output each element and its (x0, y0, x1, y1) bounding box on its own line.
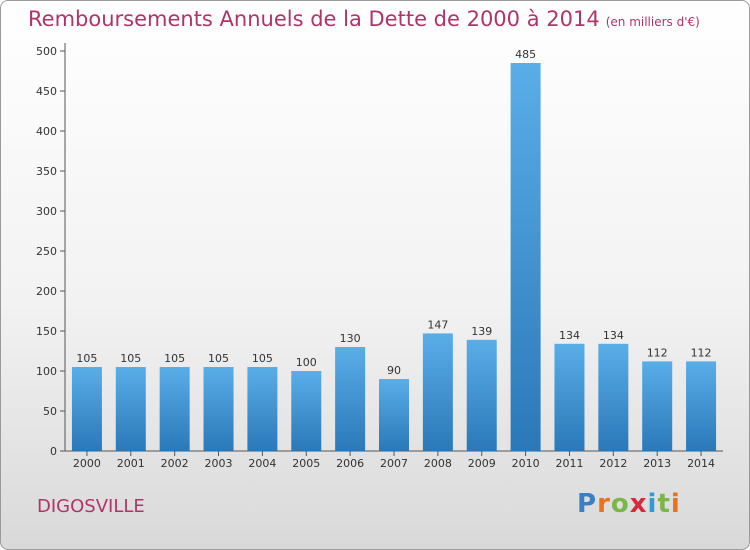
logo-letter: x (629, 489, 648, 519)
x-tick-label: 2009 (468, 457, 496, 470)
x-tick-label: 2010 (512, 457, 540, 470)
bar (379, 379, 409, 451)
bar (554, 343, 585, 451)
commune-name: DIGOSVILLE (37, 496, 145, 517)
x-tick-label: 2004 (248, 457, 276, 470)
data-label: 139 (471, 325, 492, 338)
data-label: 105 (120, 352, 141, 365)
y-tick-label: 350 (36, 165, 57, 178)
data-label: 105 (76, 352, 97, 365)
bar (291, 371, 322, 451)
y-tick-label: 500 (36, 45, 57, 58)
bar (71, 367, 102, 451)
y-tick-label: 0 (50, 445, 57, 458)
bar (686, 361, 717, 451)
y-tick-label: 150 (36, 325, 57, 338)
x-tick-label: 2011 (555, 457, 583, 470)
chart-title: Remboursements Annuels de la Dette de 20… (28, 7, 700, 31)
bar (335, 347, 366, 451)
data-label: 147 (427, 318, 448, 331)
x-tick-label: 2000 (73, 457, 101, 470)
x-tick-label: 2008 (424, 457, 452, 470)
data-label: 90 (387, 364, 401, 377)
data-label: 105 (252, 352, 273, 365)
data-label: 100 (296, 356, 317, 369)
logo-letter: i (647, 489, 658, 519)
x-tick-label: 2014 (687, 457, 715, 470)
bar (247, 367, 278, 451)
data-label: 105 (208, 352, 229, 365)
logo-letter: P (577, 489, 598, 519)
y-tick-label: 300 (36, 205, 57, 218)
proxiti-logo: Proxiti (577, 489, 681, 519)
x-tick-label: 2001 (117, 457, 145, 470)
y-tick-label: 400 (36, 125, 57, 138)
x-tick-label: 2006 (336, 457, 364, 470)
bar (642, 361, 673, 451)
x-tick-label: 2002 (161, 457, 189, 470)
data-label: 134 (603, 329, 624, 342)
data-label: 130 (340, 332, 361, 345)
x-tick-label: 2013 (643, 457, 671, 470)
data-label: 134 (559, 329, 580, 342)
bar (510, 63, 541, 451)
y-tick-label: 250 (36, 245, 57, 258)
y-tick-label: 50 (43, 405, 57, 418)
data-label: 112 (691, 346, 712, 359)
bar (466, 339, 497, 451)
bar (203, 367, 234, 451)
x-tick-label: 2003 (205, 457, 233, 470)
x-tick-label: 2007 (380, 457, 408, 470)
bar (159, 367, 190, 451)
bar (422, 333, 453, 451)
logo-letter: i (670, 489, 681, 519)
logo-letter: o (610, 489, 630, 519)
y-tick-label: 450 (36, 85, 57, 98)
x-tick-label: 2005 (292, 457, 320, 470)
title-text: Remboursements Annuels de la Dette de 20… (28, 7, 600, 31)
unit-subtitle: (en milliers d'€) (605, 15, 700, 29)
x-tick-label: 2012 (599, 457, 627, 470)
y-tick-label: 200 (36, 285, 57, 298)
data-label: 105 (164, 352, 185, 365)
logo-letter: r (597, 489, 611, 519)
data-label: 485 (515, 48, 536, 61)
data-label: 112 (647, 346, 668, 359)
bar (115, 367, 146, 451)
y-tick-label: 100 (36, 365, 57, 378)
bar (598, 343, 629, 451)
logo-letter: t (657, 489, 671, 519)
